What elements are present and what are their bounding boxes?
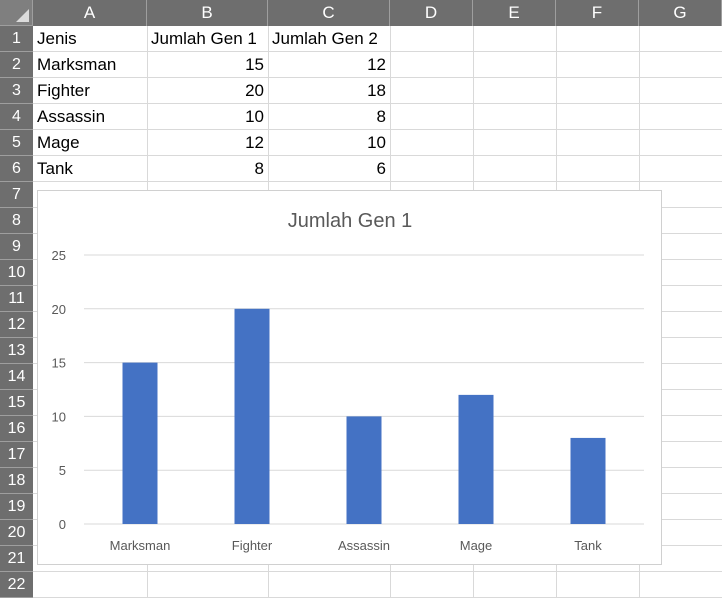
y-tick-label: 25 bbox=[52, 248, 66, 263]
column-header-g[interactable]: G bbox=[639, 0, 722, 26]
y-tick-label: 5 bbox=[59, 463, 66, 478]
row-header-20[interactable]: 20 bbox=[0, 520, 33, 546]
cell-a1[interactable]: Jenis bbox=[37, 29, 77, 48]
x-tick-label: Mage bbox=[460, 538, 493, 553]
column-header-e[interactable]: E bbox=[473, 0, 556, 26]
row-header-11[interactable]: 11 bbox=[0, 286, 33, 312]
column-header-d[interactable]: D bbox=[390, 0, 473, 26]
gridline-horizontal bbox=[33, 181, 722, 182]
column-header-a[interactable]: A bbox=[33, 0, 147, 26]
cell-c6[interactable]: 6 bbox=[376, 159, 386, 178]
x-tick-label: Tank bbox=[574, 538, 602, 553]
x-tick-label: Fighter bbox=[232, 538, 273, 553]
gridline-horizontal bbox=[33, 103, 722, 104]
y-tick-label: 20 bbox=[52, 302, 66, 317]
x-tick-label: Marksman bbox=[110, 538, 171, 553]
row-header-9[interactable]: 9 bbox=[0, 234, 33, 260]
gridline-horizontal bbox=[33, 77, 722, 78]
column-header-c[interactable]: C bbox=[268, 0, 390, 26]
row-header-4[interactable]: 4 bbox=[0, 104, 33, 130]
cell-c1[interactable]: Jumlah Gen 2 bbox=[272, 29, 378, 48]
gridline-horizontal bbox=[33, 571, 722, 572]
column-header-f[interactable]: F bbox=[556, 0, 639, 26]
row-header-22[interactable]: 22 bbox=[0, 572, 33, 598]
cell-a3[interactable]: Fighter bbox=[37, 81, 90, 100]
cell-c4[interactable]: 8 bbox=[376, 107, 386, 126]
row-header-5[interactable]: 5 bbox=[0, 130, 33, 156]
cell-b3[interactable]: 20 bbox=[245, 81, 264, 100]
row-header-13[interactable]: 13 bbox=[0, 338, 33, 364]
chart-bar-mage bbox=[458, 394, 494, 524]
cell-a6[interactable]: Tank bbox=[37, 159, 73, 178]
row-header-16[interactable]: 16 bbox=[0, 416, 33, 442]
cell-b2[interactable]: 15 bbox=[245, 55, 264, 74]
chart-canvas: Jumlah Gen 1 0 5 10 15 20 25 Marksman Fighter Ass… bbox=[52, 210, 644, 553]
cell-b4[interactable]: 10 bbox=[245, 107, 264, 126]
cell-b1[interactable]: Jumlah Gen 1 bbox=[151, 29, 257, 48]
cell-a5[interactable]: Mage bbox=[37, 133, 80, 152]
y-tick-label: 10 bbox=[52, 409, 66, 424]
gridline-horizontal bbox=[33, 129, 722, 130]
column-header-b[interactable]: B bbox=[147, 0, 268, 26]
x-tick-label: Assassin bbox=[338, 538, 390, 553]
gridline-horizontal bbox=[33, 155, 722, 156]
cell-c2[interactable]: 12 bbox=[367, 55, 386, 74]
row-header-2[interactable]: 2 bbox=[0, 52, 33, 78]
y-tick-label: 15 bbox=[52, 356, 66, 371]
row-header-10[interactable]: 10 bbox=[0, 260, 33, 286]
chart-bar-assassin bbox=[346, 416, 382, 524]
cell-a4[interactable]: Assassin bbox=[37, 107, 106, 126]
row-header-15[interactable]: 15 bbox=[0, 390, 33, 416]
row-header-6[interactable]: 6 bbox=[0, 156, 33, 182]
row-header-1[interactable]: 1 bbox=[0, 26, 33, 52]
y-tick-label: 0 bbox=[59, 517, 66, 532]
cell-c5[interactable]: 10 bbox=[367, 133, 386, 152]
chart-bar-marksman bbox=[122, 362, 158, 524]
row-header-7[interactable]: 7 bbox=[0, 182, 33, 208]
row-header-18[interactable]: 18 bbox=[0, 468, 33, 494]
row-header-12[interactable]: 12 bbox=[0, 312, 33, 338]
row-header-14[interactable]: 14 bbox=[0, 364, 33, 390]
cell-b6[interactable]: 8 bbox=[254, 159, 264, 178]
row-header-8[interactable]: 8 bbox=[0, 208, 33, 234]
chart-bar-tank bbox=[570, 437, 606, 524]
cell-b5[interactable]: 12 bbox=[245, 133, 264, 152]
cell-c3[interactable]: 18 bbox=[367, 81, 386, 100]
select-all-corner[interactable] bbox=[0, 0, 33, 26]
bar-chart[interactable]: Jumlah Gen 1 0 5 10 15 20 25 Marksman Fighter Ass… bbox=[37, 190, 662, 565]
row-header-21[interactable]: 21 bbox=[0, 546, 33, 572]
row-header-3[interactable]: 3 bbox=[0, 78, 33, 104]
chart-bar-fighter bbox=[234, 308, 270, 524]
gridline-horizontal bbox=[33, 51, 722, 52]
cell-a2[interactable]: Marksman bbox=[37, 55, 117, 74]
row-header-17[interactable]: 17 bbox=[0, 442, 33, 468]
row-header-19[interactable]: 19 bbox=[0, 494, 33, 520]
chart-title: Jumlah Gen 1 bbox=[288, 210, 413, 232]
select-all-triangle-icon bbox=[16, 9, 29, 22]
